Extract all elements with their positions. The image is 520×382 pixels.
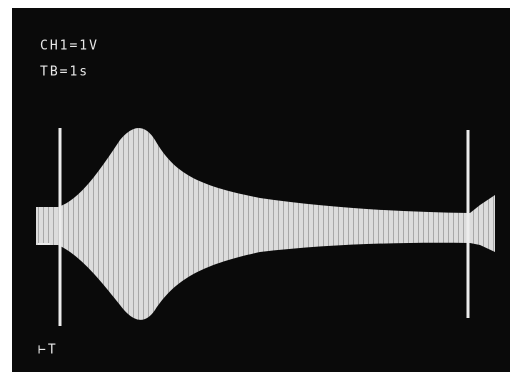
timebase-label: TB=1s: [40, 65, 89, 80]
oscilloscope-screen: CH1=1V TB=1s ⊢T: [0, 0, 520, 382]
channel-label: CH1=1V: [40, 39, 99, 54]
page: {"screen": {"labels": ["CH1=1V", "TB=1s"…: [0, 0, 520, 382]
cursor-label: ⊢T: [38, 343, 58, 358]
